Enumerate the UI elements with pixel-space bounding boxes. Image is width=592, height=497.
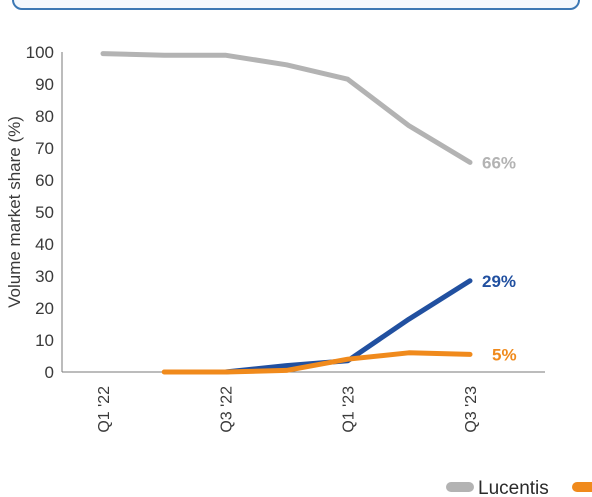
y-tick-label: 100 bbox=[26, 43, 54, 62]
end-labels: 66% 29% 5% bbox=[482, 153, 517, 364]
end-label-2: 29% bbox=[482, 272, 516, 291]
y-tick-label: 30 bbox=[35, 267, 54, 286]
legend-swatch-lucentis bbox=[446, 482, 474, 492]
y-tick-label: 20 bbox=[35, 299, 54, 318]
x-tick-label: Q3 '23 bbox=[463, 386, 480, 433]
legend-swatch-partial bbox=[572, 482, 592, 492]
series-lines bbox=[100, 51, 473, 375]
x-tick-labels: Q1 '22 Q3 '22 Q1 '23 Q3 '23 bbox=[96, 386, 480, 433]
y-tick-labels: 0 10 20 30 40 50 60 70 80 90 100 bbox=[26, 43, 54, 382]
y-tick-label: 80 bbox=[35, 107, 54, 126]
y-tick-label: 10 bbox=[35, 331, 54, 350]
y-tick-label: 60 bbox=[35, 171, 54, 190]
legend-label-lucentis: Lucentis bbox=[478, 478, 549, 497]
y-tick-label: 0 bbox=[45, 363, 54, 382]
chart-axes bbox=[61, 52, 545, 373]
end-label-1: 66% bbox=[482, 153, 516, 172]
y-tick-label: 50 bbox=[35, 203, 54, 222]
y-tick-label: 70 bbox=[35, 139, 54, 158]
series-line-3 bbox=[161, 350, 473, 375]
end-label-3: 5% bbox=[492, 345, 517, 364]
y-axis-label: Volume market share (%) bbox=[5, 116, 24, 308]
y-tick-label: 90 bbox=[35, 75, 54, 94]
x-tick-label: Q1 '22 bbox=[96, 386, 113, 433]
x-tick-label: Q1 '23 bbox=[341, 386, 358, 433]
x-tick-label: Q3 '22 bbox=[218, 386, 235, 433]
legend: Lucentis bbox=[446, 478, 592, 497]
y-tick-label: 40 bbox=[35, 235, 54, 254]
series-line-1 bbox=[100, 51, 473, 165]
